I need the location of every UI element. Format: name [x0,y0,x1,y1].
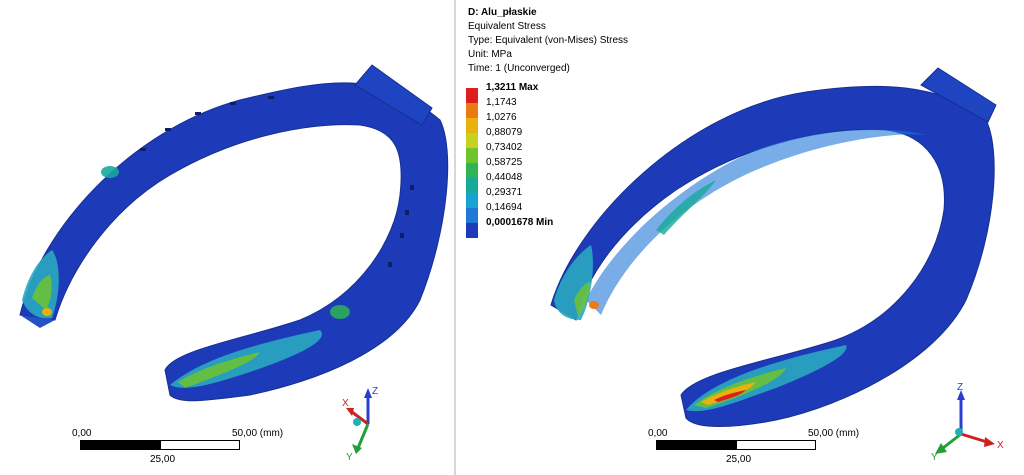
legend-label: 0,14694 [486,202,523,213]
axis-triad-left[interactable]: Z X Y [340,382,400,462]
result-title: D: Alu_płaskie [468,7,537,18]
left-viewport[interactable]: 0,00 50,00 (mm) 25,00 Z X Y [0,0,454,475]
scale-bar-right: 0,00 50,00 (mm) 25,00 [648,428,908,468]
legend-swatch [466,103,478,118]
scale-segment-white [160,440,240,450]
legend-swatch [466,163,478,178]
legend-swatch [466,118,478,133]
scale-mid-label: 25,00 [150,454,176,465]
legend-swatch [466,223,478,238]
legend-swatch [466,178,478,193]
result-unit: Unit: MPa [468,49,512,60]
axis-triad-right[interactable]: Z X Y [931,382,1011,462]
z-axis-label: Z [372,386,378,397]
scale-end-label: 50,00 (mm) [232,428,284,439]
x-axis-label: X [997,440,1004,451]
scale-segment-black [80,440,160,450]
legend-min-label: 0,0001678 Min [486,217,554,228]
legend-label: 0,44048 [486,172,523,183]
right-viewport[interactable]: D: Alu_płaskie Equivalent Stress Type: E… [456,0,1024,475]
scale-bar-left: 0,00 50,00 (mm) 25,00 [72,428,332,468]
horseshoe-model-right[interactable] [456,0,1024,475]
legend-swatch [466,88,478,103]
scale-segment-black [656,440,736,450]
legend-label: 0,58725 [486,157,523,168]
result-type: Type: Equivalent (von-Mises) Stress [468,35,629,46]
result-time: Time: 1 (Unconverged) [468,63,570,74]
legend-label: 0,73402 [486,142,523,153]
y-axis-label: Y [346,452,353,462]
legend-swatch [466,148,478,163]
scale-start-label: 0,00 [648,428,668,439]
horseshoe-model-left[interactable] [0,0,454,475]
scale-segment-white [736,440,816,450]
scale-end-label: 50,00 (mm) [808,428,860,439]
legend-label: 1,0276 [486,112,517,123]
result-quantity: Equivalent Stress [468,21,546,32]
scale-start-label: 0,00 [72,428,92,439]
legend-label: 0,29371 [486,187,523,198]
scale-mid-label: 25,00 [726,454,752,465]
z-axis-label: Z [957,382,963,393]
legend-swatch [466,208,478,223]
result-header: D: Alu_płaskie Equivalent Stress Type: E… [468,6,628,76]
y-axis-label: Y [931,452,938,462]
legend-label: 1,1743 [486,97,517,108]
legend-swatch [466,193,478,208]
legend-max-label: 1,3211 Max [486,82,539,93]
x-axis-label: X [342,398,349,409]
viewport-divider[interactable] [454,0,456,475]
legend-swatch [466,133,478,148]
legend-label: 0,88079 [486,127,523,138]
